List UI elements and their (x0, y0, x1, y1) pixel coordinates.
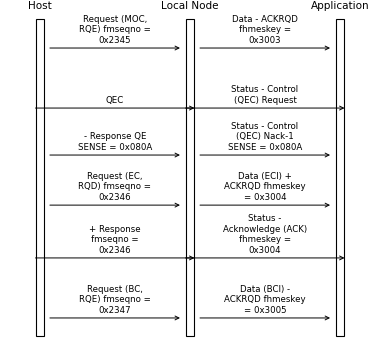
Text: QEC: QEC (106, 96, 124, 105)
Text: Local Node: Local Node (161, 1, 219, 11)
Bar (36, 19, 44, 336)
Text: Status - Control
(QEC) Request: Status - Control (QEC) Request (231, 85, 299, 105)
Text: Data (BCI) -
ACKRQD fhmeskey
= 0x3005: Data (BCI) - ACKRQD fhmeskey = 0x3005 (224, 285, 306, 315)
Text: Status -
Acknowledge (ACK)
fhmeskey =
0x3004: Status - Acknowledge (ACK) fhmeskey = 0x… (223, 214, 307, 255)
Text: Data (ECI) +
ACKRQD fhmeskey
= 0x3004: Data (ECI) + ACKRQD fhmeskey = 0x3004 (224, 172, 306, 202)
Text: Status - Control
(QEC) Nack-1
SENSE = 0x080A: Status - Control (QEC) Nack-1 SENSE = 0x… (228, 122, 302, 152)
Text: + Response
fmseqno =
0x2346: + Response fmseqno = 0x2346 (89, 225, 141, 255)
Text: Application: Application (311, 1, 369, 11)
Text: Request (MOC,
RQE) fmseqno =
0x2345: Request (MOC, RQE) fmseqno = 0x2345 (79, 15, 151, 45)
Text: Request (EC,
RQD) fmseqno =
0x2346: Request (EC, RQD) fmseqno = 0x2346 (78, 172, 152, 202)
Bar (186, 19, 194, 336)
Text: Request (BC,
RQE) fmseqno =
0x2347: Request (BC, RQE) fmseqno = 0x2347 (79, 285, 151, 315)
Text: Data - ACKRQD
fhmeskey =
0x3003: Data - ACKRQD fhmeskey = 0x3003 (232, 15, 298, 45)
Text: - Response QE
SENSE = 0x080A: - Response QE SENSE = 0x080A (78, 132, 152, 152)
Bar (336, 19, 344, 336)
Text: Host: Host (28, 1, 52, 11)
